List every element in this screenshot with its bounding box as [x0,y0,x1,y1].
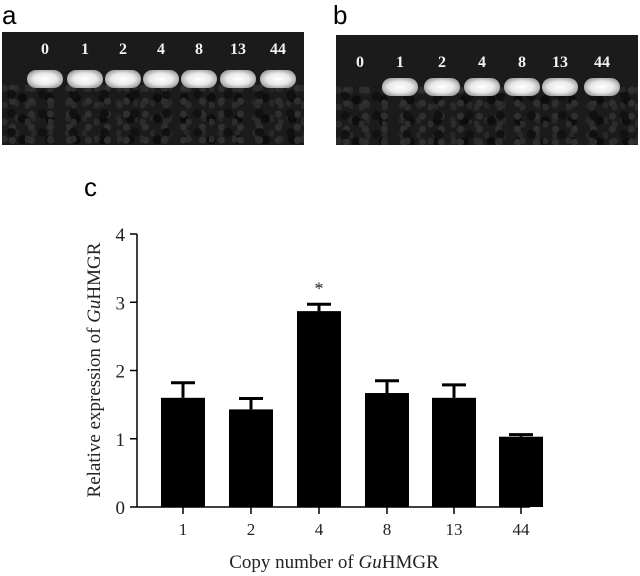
y-tick-label: 4 [116,225,126,246]
significance-marker: * [315,278,324,298]
bar-44 [499,436,543,507]
bar-13 [432,397,476,507]
lane-label-0: 0 [41,41,49,58]
x-axis-label-part: HMGR [382,552,439,573]
y-axis-label: Relative expression of GuHMGR [84,242,105,497]
lane-label-13: 13 [230,41,246,58]
y-tick-label: 0 [116,498,126,519]
lane-label-8: 8 [195,41,203,58]
y-axis-label-part: HMGR [84,242,105,299]
lane-label-13: 13 [552,54,568,71]
x-tick-label: 4 [315,520,324,539]
lane-label-0: 0 [356,54,364,71]
gel-background-noise [2,82,304,145]
lane-label-2: 2 [438,54,446,71]
y-tick-label: 3 [116,293,126,314]
y-axis-label-italic: Gu [84,300,105,323]
gel-image-b: 0 1 2 4 8 13 44 [336,35,638,145]
panel-c-letter: c [84,172,97,202]
lane-label-2: 2 [119,41,127,58]
bar-1 [161,397,205,507]
dna-band [464,78,500,96]
dna-band [143,70,179,88]
dna-band [105,70,141,88]
dna-band [220,70,256,88]
x-tick-label: 44 [513,520,531,539]
y-tick-label: 2 [116,362,126,383]
lane-label-1: 1 [81,41,89,58]
lane-label-4: 4 [478,54,486,71]
x-tick-label: 13 [446,520,463,539]
dna-band [424,78,460,96]
bar-2 [229,409,273,507]
x-tick-label: 1 [179,520,188,539]
x-axis-label-part: Copy number of [229,552,358,573]
dna-band [504,78,540,96]
dna-band [542,78,578,96]
x-tick-label: 8 [383,520,392,539]
dna-band [181,70,217,88]
lane-label-1: 1 [396,54,404,71]
x-axis-label: Copy number of GuHMGR [229,552,439,573]
lane-label-8: 8 [518,54,526,71]
dna-band [27,70,63,88]
x-axis-label-italic: Gu [359,552,382,573]
panel-a-letter: a [2,0,17,30]
x-tick-label: 2 [247,520,256,539]
panel-b-letter: b [333,0,348,30]
dna-band [260,70,296,88]
dna-band [584,78,620,96]
bar-8 [365,393,409,507]
dna-band [382,78,418,96]
gel-image-a: 0 1 2 4 8 13 44 [2,32,304,145]
y-tick-label: 1 [116,430,126,451]
bar-4 [297,311,341,507]
lane-label-4: 4 [157,41,165,58]
dna-band [67,70,103,88]
lane-label-44: 44 [270,41,286,58]
lane-label-44: 44 [594,54,610,71]
y-axis-label-part: Relative expression of [84,323,105,498]
